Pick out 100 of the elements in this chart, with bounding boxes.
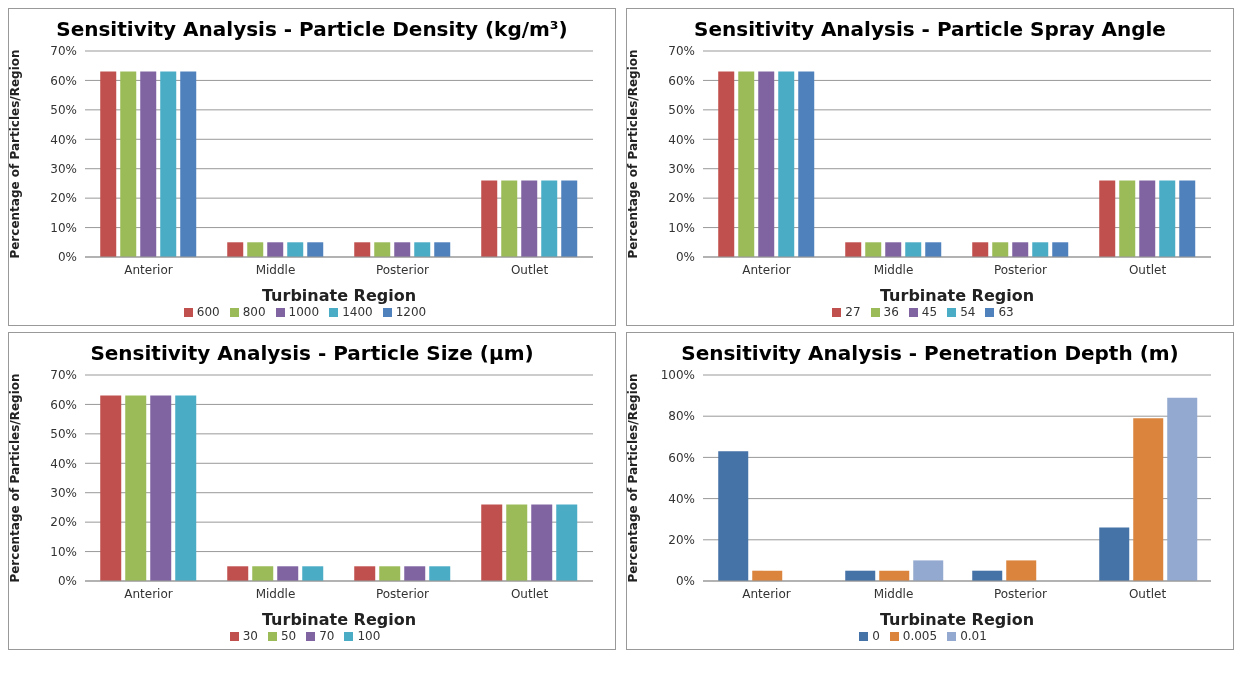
legend-label: 1000 bbox=[288, 305, 320, 319]
bar bbox=[180, 71, 197, 257]
bar bbox=[160, 71, 177, 257]
x-tick-label: Outlet bbox=[1128, 586, 1167, 601]
bar bbox=[354, 242, 371, 257]
y-axis-title: Percentage of Particles/Region bbox=[8, 49, 23, 259]
bar bbox=[992, 242, 1009, 257]
legend-label: 27 bbox=[845, 305, 861, 319]
bar bbox=[150, 395, 172, 581]
x-tick-label: Outlet bbox=[510, 262, 549, 277]
bar bbox=[175, 395, 197, 581]
bar bbox=[521, 180, 538, 257]
x-tick-label: Outlet bbox=[510, 586, 549, 601]
bar bbox=[972, 242, 989, 257]
legend-label: 70 bbox=[319, 629, 335, 643]
x-axis-title: Turbinate Region bbox=[879, 610, 1035, 629]
y-tick-label: 10% bbox=[50, 220, 77, 235]
bar bbox=[845, 242, 862, 257]
chart-title: Sensitivity Analysis - Particle Size (µm) bbox=[89, 341, 535, 367]
bar bbox=[1159, 180, 1176, 257]
chart-title: Sensitivity Analysis - Particle Density (kg/m³) bbox=[55, 17, 569, 43]
bar bbox=[374, 242, 391, 257]
bar bbox=[1099, 180, 1116, 257]
bar bbox=[429, 566, 451, 581]
y-tick-label: 40% bbox=[50, 456, 77, 471]
legend-label: 54 bbox=[960, 305, 976, 319]
bar bbox=[125, 395, 147, 581]
legend-label: 0.005 bbox=[902, 629, 938, 643]
y-tick-label: 100% bbox=[660, 368, 695, 383]
x-tick-label: Middle bbox=[873, 586, 914, 601]
legend-label: 100 bbox=[357, 629, 381, 643]
bar bbox=[1012, 242, 1029, 257]
y-tick-label: 30% bbox=[50, 161, 77, 176]
x-tick-label: Anterior bbox=[742, 586, 791, 601]
y-tick-label: 30% bbox=[50, 485, 77, 500]
bar bbox=[506, 504, 528, 581]
bar bbox=[1133, 418, 1164, 581]
legend-label: 45 bbox=[921, 305, 938, 319]
x-tick-label: Middle bbox=[255, 262, 296, 277]
bar bbox=[541, 180, 558, 257]
y-tick-label: 20% bbox=[668, 191, 695, 206]
bar bbox=[556, 504, 578, 581]
bar bbox=[302, 566, 324, 581]
bar bbox=[481, 180, 498, 257]
legend-label: 1200 bbox=[395, 305, 427, 319]
y-axis-title: Percentage of Particles/Region bbox=[626, 373, 641, 583]
bar bbox=[1052, 242, 1069, 257]
y-tick-label: 10% bbox=[668, 220, 695, 235]
bar bbox=[277, 566, 299, 581]
y-tick-label: 70% bbox=[50, 368, 77, 383]
y-tick-label: 60% bbox=[668, 450, 695, 465]
bar bbox=[247, 242, 264, 257]
y-tick-label: 70% bbox=[668, 44, 695, 59]
y-tick-label: 70% bbox=[50, 44, 77, 59]
bar bbox=[404, 566, 426, 581]
y-tick-label: 10% bbox=[50, 544, 77, 559]
bar bbox=[501, 180, 518, 257]
bar bbox=[905, 242, 922, 257]
bar bbox=[307, 242, 324, 257]
x-axis-title: Turbinate Region bbox=[261, 610, 417, 629]
y-axis-title: Percentage of Particles/Region bbox=[626, 49, 641, 259]
chart-title: Sensitivity Analysis - Particle Spray Angle bbox=[693, 17, 1167, 43]
y-tick-label: 20% bbox=[668, 533, 695, 548]
legend-label: 36 bbox=[883, 305, 899, 319]
y-tick-label: 0% bbox=[675, 250, 695, 265]
y-tick-label: 60% bbox=[50, 73, 77, 88]
x-tick-label: Posterior bbox=[375, 586, 430, 601]
x-tick-label: Anterior bbox=[742, 262, 791, 277]
y-tick-label: 0% bbox=[57, 250, 77, 265]
y-tick-label: 80% bbox=[668, 409, 695, 424]
legend-label: 0.01 bbox=[960, 629, 987, 643]
bar bbox=[267, 242, 284, 257]
bar bbox=[798, 71, 815, 257]
x-tick-label: Middle bbox=[255, 586, 296, 601]
bar bbox=[1032, 242, 1049, 257]
bar bbox=[1006, 560, 1037, 581]
bar bbox=[531, 504, 553, 581]
bar bbox=[140, 71, 157, 257]
bar bbox=[100, 71, 117, 257]
x-axis-title: Turbinate Region bbox=[879, 286, 1035, 305]
bar bbox=[1119, 180, 1136, 257]
y-tick-label: 30% bbox=[668, 161, 695, 176]
bar bbox=[227, 242, 244, 257]
bar bbox=[778, 71, 795, 257]
y-tick-label: 60% bbox=[668, 73, 695, 88]
bar bbox=[1167, 397, 1198, 581]
y-tick-label: 0% bbox=[57, 574, 77, 589]
y-tick-label: 20% bbox=[50, 191, 77, 206]
bar bbox=[925, 242, 942, 257]
bar bbox=[434, 242, 451, 257]
y-tick-label: 50% bbox=[50, 103, 77, 118]
bar bbox=[414, 242, 431, 257]
y-tick-label: 50% bbox=[50, 427, 77, 442]
bar bbox=[394, 242, 411, 257]
y-tick-label: 40% bbox=[668, 491, 695, 506]
x-tick-label: Posterior bbox=[375, 262, 430, 277]
bar bbox=[100, 395, 122, 581]
bar bbox=[287, 242, 304, 257]
bar bbox=[718, 451, 749, 581]
y-tick-label: 0% bbox=[675, 574, 695, 589]
